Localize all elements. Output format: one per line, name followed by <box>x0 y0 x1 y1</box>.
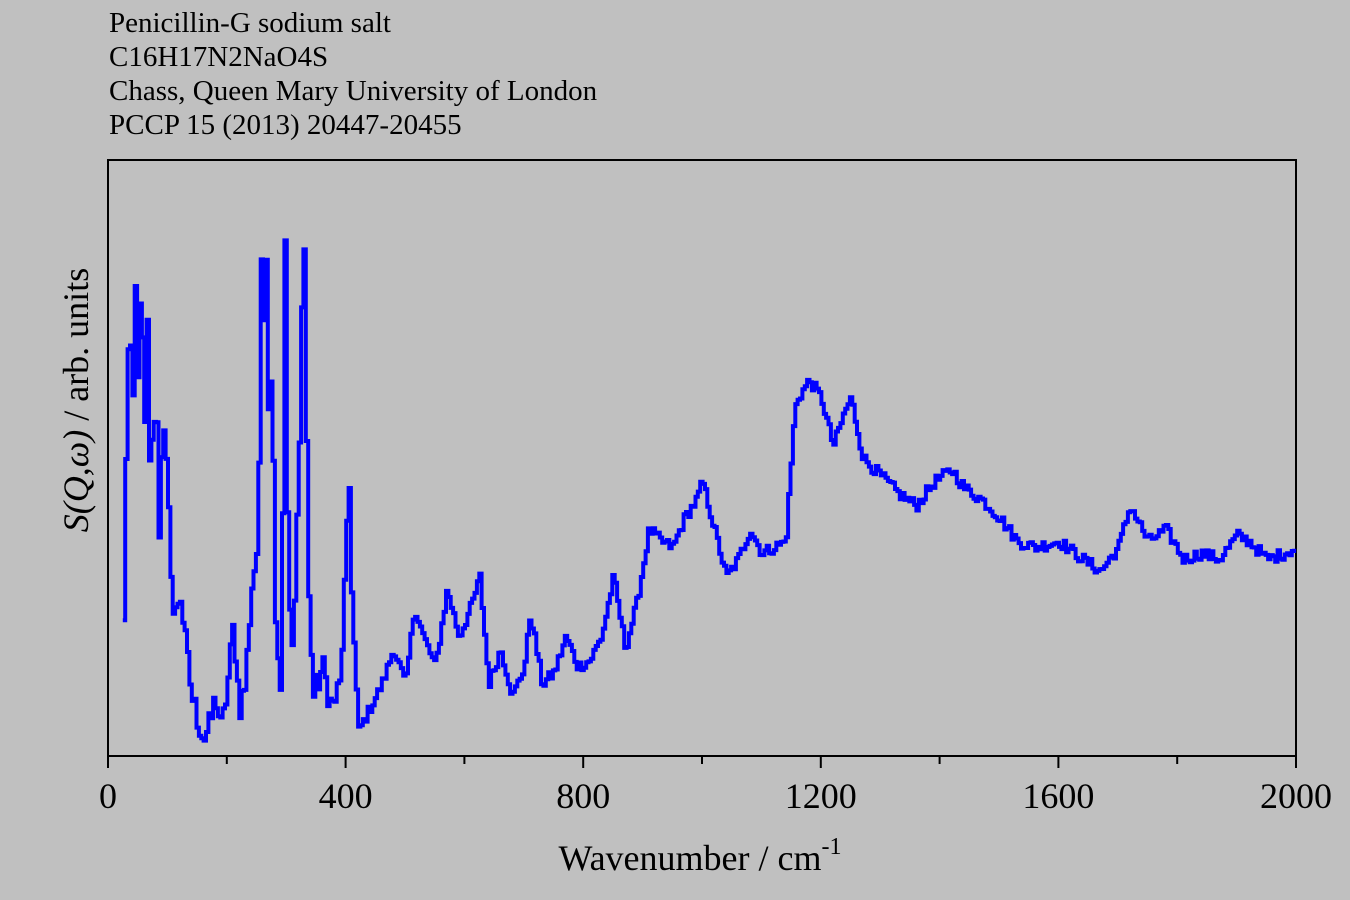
citation: PCCP 15 (2013) 20447-20455 <box>109 109 462 141</box>
x-tick-label: 2000 <box>1260 776 1332 816</box>
x-axis-title: Wavenumber / cm-1 <box>558 834 841 878</box>
y-axis-title-args: (Q,ω) <box>56 430 96 514</box>
y-axis-title: S(Q,ω) / arb. units <box>56 268 96 532</box>
spectrum-line <box>122 238 1297 743</box>
x-axis-title-superscript: -1 <box>822 834 842 860</box>
x-axis-tick-labels: 0 400 800 1200 1600 2000 <box>99 776 1332 816</box>
source-institution: Chass, Queen Mary University of London <box>109 75 598 107</box>
x-axis-title-main: Wavenumber / cm <box>558 838 821 878</box>
y-axis-title-main: S <box>56 514 96 532</box>
x-axis-ticks <box>107 756 1297 768</box>
chart-header: Penicillin-G sodium salt C16H17N2NaO4S C… <box>109 6 597 142</box>
x-tick-label: 1200 <box>785 776 857 816</box>
compound-formula: C16H17N2NaO4S <box>109 41 329 73</box>
x-tick-label: 0 <box>99 776 117 816</box>
x-tick-label: 400 <box>319 776 373 816</box>
x-tick-label: 800 <box>556 776 610 816</box>
x-tick-label: 1600 <box>1022 776 1094 816</box>
compound-name: Penicillin-G sodium salt <box>109 7 391 39</box>
y-axis-title-suffix: / arb. units <box>56 268 96 430</box>
